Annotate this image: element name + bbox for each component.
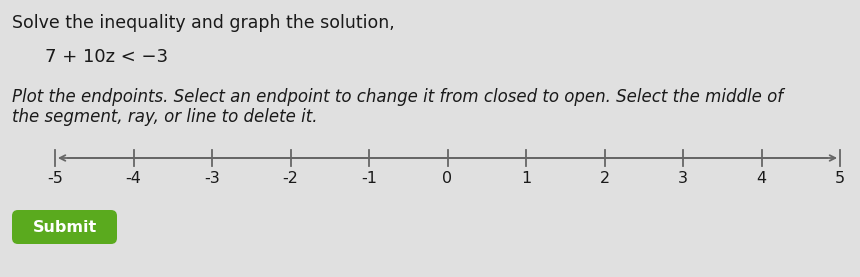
Text: Solve the inequality and graph the solution,: Solve the inequality and graph the solut… bbox=[12, 14, 395, 32]
Text: 5: 5 bbox=[835, 171, 845, 186]
Text: 3: 3 bbox=[678, 171, 688, 186]
Text: Plot the endpoints. Select an endpoint to change it from closed to open. Select : Plot the endpoints. Select an endpoint t… bbox=[12, 88, 783, 106]
Text: 1: 1 bbox=[521, 171, 531, 186]
FancyBboxPatch shape bbox=[12, 210, 117, 244]
Text: 0: 0 bbox=[442, 171, 452, 186]
Text: -3: -3 bbox=[204, 171, 220, 186]
Text: -1: -1 bbox=[361, 171, 377, 186]
Text: 4: 4 bbox=[757, 171, 766, 186]
Text: Submit: Submit bbox=[33, 219, 96, 235]
Text: -4: -4 bbox=[126, 171, 141, 186]
Text: -5: -5 bbox=[47, 171, 63, 186]
Text: 7 + 10z < −3: 7 + 10z < −3 bbox=[45, 48, 168, 66]
Text: the segment, ray, or line to delete it.: the segment, ray, or line to delete it. bbox=[12, 108, 317, 126]
Text: 2: 2 bbox=[599, 171, 610, 186]
Text: -2: -2 bbox=[283, 171, 298, 186]
